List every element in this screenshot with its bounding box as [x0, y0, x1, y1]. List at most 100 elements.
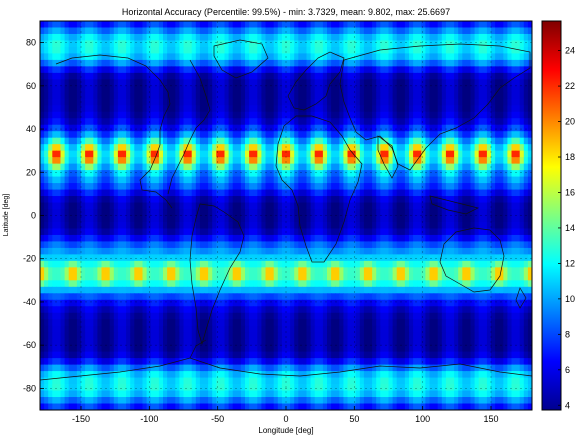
- heatmap-cell: [515, 157, 521, 165]
- heatmap-cell: [322, 189, 328, 197]
- heatmap-cell: [294, 273, 299, 281]
- heatmap-cell: [491, 176, 496, 184]
- heatmap-cell: [240, 163, 246, 171]
- heatmap-cell: [89, 241, 94, 249]
- heatmap-cell: [199, 131, 205, 139]
- heatmap-cell: [322, 124, 328, 132]
- heatmap-cell: [204, 280, 209, 288]
- heatmap-cell: [318, 21, 324, 29]
- heatmap-cell: [417, 72, 422, 80]
- heatmap-cell: [105, 72, 111, 80]
- heatmap-cell: [470, 92, 476, 100]
- heatmap-cell: [404, 98, 410, 106]
- heatmap-cell: [249, 176, 254, 184]
- heatmap-cell: [310, 40, 316, 48]
- heatmap-cell: [277, 33, 283, 42]
- heatmap-cell: [450, 131, 455, 139]
- heatmap-cell: [224, 21, 230, 29]
- heatmap-cell: [273, 33, 279, 42]
- heatmap-cell: [249, 163, 254, 171]
- heatmap-cell: [269, 40, 275, 48]
- heatmap-cell: [376, 21, 381, 29]
- heatmap-cell: [163, 72, 168, 80]
- heatmap-cell: [294, 202, 299, 210]
- heatmap-cell: [232, 260, 238, 268]
- heatmap-cell: [474, 273, 480, 281]
- heatmap-cell: [314, 215, 320, 223]
- heatmap-cell: [486, 215, 492, 223]
- heatmap-cell: [187, 228, 193, 236]
- heatmap-cell: [425, 196, 431, 204]
- heatmap-cell: [421, 124, 426, 132]
- heatmap-cell: [146, 92, 152, 100]
- heatmap-cell: [314, 40, 320, 48]
- heatmap-cell: [458, 157, 463, 165]
- heatmap-cell: [318, 27, 324, 35]
- heatmap-cell: [355, 137, 361, 145]
- heatmap-cell: [343, 260, 349, 268]
- heatmap-cell: [40, 72, 45, 80]
- heatmap-cell: [372, 273, 377, 281]
- heatmap-cell: [273, 59, 279, 67]
- heatmap-cell: [212, 221, 217, 230]
- heatmap-cell: [122, 85, 127, 93]
- heatmap-cell: [191, 286, 197, 294]
- heatmap-cell: [138, 189, 144, 197]
- heatmap-cell: [421, 79, 426, 87]
- heatmap-cell: [249, 53, 254, 61]
- heatmap-cell: [499, 105, 504, 113]
- heatmap-cell: [519, 124, 525, 132]
- heatmap-cell: [93, 92, 98, 100]
- heatmap-cell: [109, 170, 115, 178]
- heatmap-cell: [404, 92, 410, 100]
- heatmap-cell: [212, 105, 217, 113]
- heatmap-cell: [343, 53, 349, 61]
- heatmap-cell: [208, 273, 213, 281]
- heatmap-cell: [97, 33, 103, 42]
- heatmap-cell: [433, 144, 439, 152]
- heatmap-cell: [433, 215, 439, 223]
- heatmap-cell: [134, 27, 139, 35]
- heatmap-cell: [261, 33, 267, 42]
- heatmap-cell: [322, 40, 328, 48]
- heatmap-cell: [347, 111, 353, 119]
- heatmap-cell: [511, 247, 517, 255]
- heatmap-cell: [306, 241, 312, 249]
- heatmap-cell: [85, 215, 90, 223]
- heatmap-cell: [52, 196, 57, 204]
- heatmap-cell: [220, 157, 226, 165]
- heatmap-cell: [245, 286, 250, 294]
- heatmap-cell: [249, 92, 254, 100]
- heatmap-cell: [269, 144, 275, 152]
- heatmap-cell: [396, 241, 402, 249]
- heatmap-cell: [48, 189, 53, 197]
- heatmap-cell: [236, 234, 242, 243]
- heatmap-cell: [368, 267, 373, 275]
- heatmap-cell: [310, 202, 316, 210]
- heatmap-cell: [93, 111, 98, 119]
- heatmap-cell: [290, 118, 295, 126]
- heatmap-cell: [503, 131, 508, 139]
- heatmap-cell: [376, 163, 381, 171]
- heatmap-cell: [240, 228, 246, 236]
- heatmap-cell: [503, 163, 508, 171]
- heatmap-cell: [212, 137, 217, 145]
- heatmap-cell: [60, 111, 66, 119]
- heatmap-cell: [134, 189, 139, 197]
- heatmap-cell: [417, 280, 422, 288]
- heatmap-cell: [286, 131, 291, 139]
- heatmap-cell: [445, 85, 451, 93]
- heatmap-cell: [199, 157, 205, 165]
- heatmap-cell: [105, 202, 111, 210]
- heatmap-cell: [179, 79, 185, 87]
- heatmap-cell: [93, 176, 98, 184]
- heatmap-cell: [511, 170, 517, 178]
- heatmap-cell: [413, 40, 418, 48]
- heatmap-cell: [298, 234, 303, 243]
- heatmap-cell: [454, 234, 459, 243]
- heatmap-cell: [134, 280, 139, 288]
- heatmap-cell: [400, 144, 406, 152]
- heatmap-cell: [265, 33, 271, 42]
- heatmap-cell: [191, 118, 197, 126]
- heatmap-cell: [331, 105, 336, 113]
